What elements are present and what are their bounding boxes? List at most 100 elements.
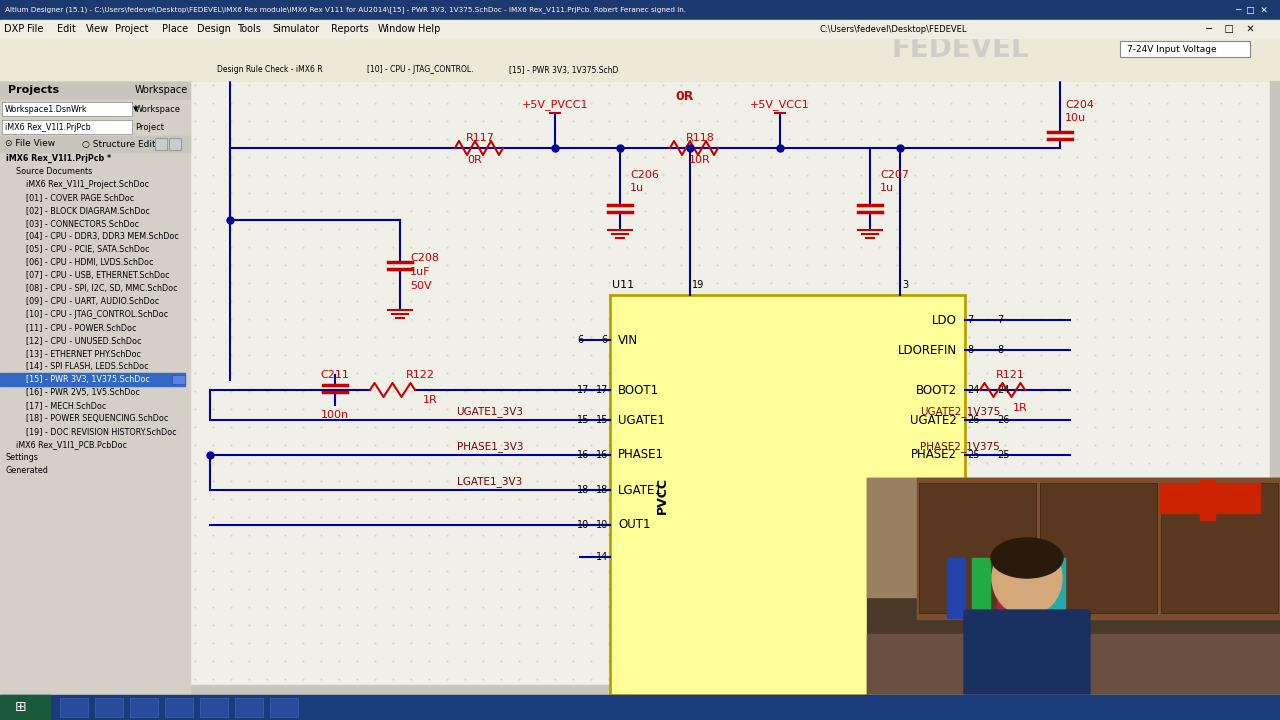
Text: ○ Structure Editor: ○ Structure Editor	[82, 140, 165, 148]
Text: 8: 8	[966, 345, 973, 355]
Text: [10] - CPU - JTAG_CONTROL.: [10] - CPU - JTAG_CONTROL.	[367, 66, 474, 74]
Text: 25: 25	[966, 450, 979, 460]
Bar	[200, 698, 228, 717]
Text: [17] - MECH.SchDoc: [17] - MECH.SchDoc	[26, 401, 106, 410]
Text: Edit: Edit	[56, 24, 76, 34]
Bar	[947, 558, 965, 618]
Text: C208: C208	[410, 253, 439, 263]
Text: PHASE1_3V3: PHASE1_3V3	[457, 441, 524, 452]
Bar	[1047, 558, 1065, 618]
FancyBboxPatch shape	[964, 610, 1091, 716]
Text: Workspace1.DsnWrk: Workspace1.DsnWrk	[5, 104, 87, 114]
Text: 1R: 1R	[1012, 403, 1028, 413]
Text: 1R: 1R	[422, 395, 438, 405]
Text: [10] - CPU - JTAG_CONTROL.SchDoc: [10] - CPU - JTAG_CONTROL.SchDoc	[26, 310, 168, 319]
Text: UGATE2_1V375: UGATE2_1V375	[920, 406, 1000, 417]
Text: Design Rule Check - iMX6 R: Design Rule Check - iMX6 R	[216, 66, 323, 74]
Text: BOOT1: BOOT1	[618, 384, 659, 397]
Text: PVCC: PVCC	[655, 477, 668, 513]
Text: [05] - CPU - PCIE, SATA.SchDoc: [05] - CPU - PCIE, SATA.SchDoc	[26, 245, 150, 254]
Text: R117: R117	[466, 133, 494, 143]
Text: VIN: VIN	[618, 333, 639, 346]
Bar	[236, 698, 262, 717]
Bar	[1039, 483, 1157, 613]
Text: 17: 17	[595, 385, 608, 395]
Text: [06] - CPU - HDMI, LVDS.SchDoc: [06] - CPU - HDMI, LVDS.SchDoc	[26, 258, 154, 267]
Text: Design: Design	[197, 24, 230, 34]
Text: LGATE1: LGATE1	[618, 484, 663, 497]
Bar	[972, 558, 989, 618]
Text: 15: 15	[577, 415, 589, 425]
Text: Projects: Projects	[8, 85, 59, 95]
Text: iMX6 Rex_V1I1.PrjPcb *: iMX6 Rex_V1I1.PrjPcb *	[6, 154, 111, 163]
Text: C211: C211	[320, 370, 349, 380]
Bar	[0, 695, 50, 720]
Text: 16: 16	[595, 450, 608, 460]
Text: 0R: 0R	[676, 91, 694, 104]
Text: Window: Window	[378, 24, 416, 34]
Bar	[494, 60, 634, 80]
Text: View: View	[86, 24, 109, 34]
Text: 15: 15	[595, 415, 608, 425]
Text: SCH Filter: SCH Filter	[145, 698, 192, 708]
Bar	[0, 100, 189, 118]
Bar	[0, 695, 1280, 720]
Bar	[0, 695, 1280, 720]
Bar	[169, 138, 180, 150]
Text: 10.2in Y:12.1in   Grid:0.1in: 10.2in Y:12.1in Grid:0.1in	[5, 708, 125, 718]
Bar	[95, 698, 123, 717]
Text: PHASE2: PHASE2	[911, 449, 957, 462]
Text: LGATE1_3V3: LGATE1_3V3	[457, 476, 522, 487]
Text: iMX6 Rex_V1I1_Project.SchDoc: iMX6 Rex_V1I1_Project.SchDoc	[26, 180, 150, 189]
Bar	[189, 80, 1280, 695]
Bar	[0, 80, 189, 695]
Text: 14: 14	[595, 552, 608, 562]
Bar	[348, 60, 493, 80]
Bar	[0, 80, 189, 100]
Text: [19] - DOC REVISION HISTORY.SchDoc: [19] - DOC REVISION HISTORY.SchDoc	[26, 427, 177, 436]
Text: 7: 7	[966, 315, 973, 325]
Text: R118: R118	[686, 133, 714, 143]
Ellipse shape	[991, 538, 1062, 578]
Text: 8: 8	[997, 345, 1004, 355]
Bar	[916, 478, 1280, 619]
Bar	[0, 38, 1280, 80]
Text: File: File	[27, 24, 44, 34]
Text: Generated: Generated	[6, 466, 49, 475]
Bar	[0, 373, 186, 386]
Text: [18] - POWER SEQUENCING.SchDoc: [18] - POWER SEQUENCING.SchDoc	[26, 414, 169, 423]
Text: 10: 10	[577, 520, 589, 530]
Bar	[189, 60, 1280, 80]
Bar	[0, 118, 189, 136]
Bar	[270, 698, 298, 717]
Text: VCC: VCC	[888, 481, 901, 509]
Bar	[0, 136, 189, 152]
Text: ⊙ File View: ⊙ File View	[5, 140, 55, 148]
Bar	[189, 685, 1280, 695]
Text: 18: 18	[595, 485, 608, 495]
Bar	[1201, 480, 1215, 520]
Bar	[997, 558, 1015, 618]
Text: LGATE2: LGATE2	[913, 484, 957, 497]
Text: Source Documents: Source Documents	[15, 167, 92, 176]
Bar	[192, 60, 347, 80]
Text: iMX6 Rex_V1I1.PrjPcb: iMX6 Rex_V1I1.PrjPcb	[5, 122, 91, 132]
Text: ─  □  ✕: ─ □ ✕	[1235, 6, 1268, 14]
Text: 7: 7	[997, 315, 1004, 325]
Text: UGATE2: UGATE2	[910, 413, 957, 426]
Text: Navigator: Navigator	[70, 698, 118, 708]
Text: DXP: DXP	[4, 24, 24, 34]
Text: Simulator: Simulator	[273, 24, 320, 34]
Ellipse shape	[992, 541, 1062, 616]
Text: [01] - COVER PAGE.SchDoc: [01] - COVER PAGE.SchDoc	[26, 193, 134, 202]
Text: 24: 24	[966, 385, 979, 395]
Text: [04] - CPU - DDR3, DDR3 MEM.SchDoc: [04] - CPU - DDR3, DDR3 MEM.SchDoc	[26, 232, 179, 241]
Bar	[172, 375, 186, 384]
Text: 1uF: 1uF	[410, 267, 430, 277]
Bar	[0, 0, 1280, 20]
Text: Workspace: Workspace	[134, 104, 180, 114]
Bar	[919, 483, 1036, 613]
Text: [09] - CPU - UART, AUDIO.SchDoc: [09] - CPU - UART, AUDIO.SchDoc	[26, 297, 159, 306]
Text: Altium Designer (15.1) - C:\Users\fedevel\Desktop\FEDEVEL\iMX6 Rex module\iMX6 R: Altium Designer (15.1) - C:\Users\fedeve…	[5, 6, 686, 14]
Bar	[189, 695, 390, 707]
